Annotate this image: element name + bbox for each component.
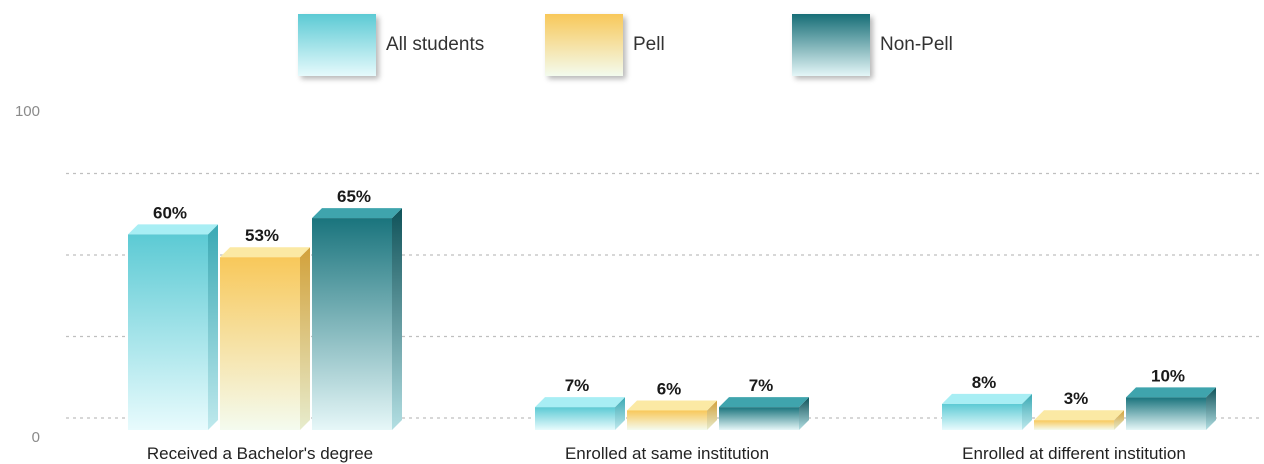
bar-front (942, 403, 1022, 430)
bar-top (942, 393, 1032, 404)
legend-label-all-students: All students (386, 34, 485, 55)
data-label: 3% (1064, 389, 1089, 408)
bar-side (799, 397, 809, 430)
data-label: 60% (153, 203, 187, 222)
y-tick-label: 0 (32, 429, 40, 446)
x-tick-label: Enrolled at same institution (565, 444, 769, 463)
bar-top (1126, 387, 1216, 398)
bar-top (627, 400, 717, 411)
bar (627, 400, 717, 430)
bar (1034, 410, 1124, 430)
bar-side (615, 397, 625, 430)
bar (128, 224, 218, 430)
data-label: 65% (337, 187, 371, 206)
bar-side (392, 208, 402, 430)
bar-top (535, 397, 625, 408)
bar-top (128, 224, 218, 235)
bar (220, 247, 310, 430)
data-label: 7% (749, 376, 774, 395)
bar (535, 397, 625, 430)
legend-label-non-pell: Non-Pell (880, 34, 953, 55)
data-label: 7% (565, 376, 590, 395)
x-tick-label: Received a Bachelor's degree (147, 444, 373, 463)
bar-side (707, 400, 717, 430)
legend-item-pell: Pell (545, 10, 665, 80)
bar-front (1034, 420, 1114, 430)
legend-swatch-pell (545, 14, 623, 76)
bar-front (535, 407, 615, 430)
bar-front (220, 257, 300, 430)
x-tick-label: Enrolled at different institution (962, 444, 1186, 463)
bar-top (312, 208, 402, 219)
legend-label-pell: Pell (633, 34, 665, 55)
legend-item-all-students: All students (298, 10, 484, 80)
bar-side (1114, 410, 1124, 430)
data-label: 53% (245, 226, 279, 245)
bar-side (300, 247, 310, 430)
bar-top (220, 247, 310, 258)
y-tick-label: 100 (15, 103, 40, 120)
data-label: 8% (972, 373, 997, 392)
bar-side (1206, 387, 1216, 430)
legend-swatch-all-students (298, 14, 376, 76)
legend-item-non-pell: Non-Pell (792, 10, 953, 80)
bar-top (1034, 410, 1124, 421)
legend: All students Pell Non-Pell (0, 10, 1264, 80)
bar (312, 208, 402, 430)
bar-front (1126, 397, 1206, 430)
bar-side (208, 224, 218, 430)
bar-front (627, 410, 707, 430)
bar (942, 393, 1032, 430)
bar (1126, 387, 1216, 430)
bar-front (312, 218, 392, 430)
bar-top (719, 397, 809, 408)
bar-front (719, 407, 799, 430)
data-label: 6% (657, 379, 682, 398)
legend-swatch-non-pell (792, 14, 870, 76)
data-label: 10% (1151, 366, 1185, 385)
bar-front (128, 234, 208, 430)
bar-side (1022, 393, 1032, 430)
bar (719, 397, 809, 430)
